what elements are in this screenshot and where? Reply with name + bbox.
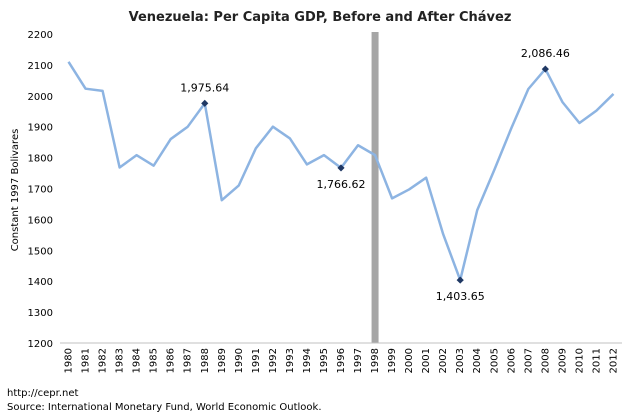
x-tick-label: 1996: [336, 348, 347, 373]
y-tick-label: 2200: [28, 30, 53, 41]
x-tick-label: 1980: [64, 348, 75, 373]
data-label: 1,975.64: [180, 81, 229, 94]
x-tick-label: 2000: [404, 348, 415, 373]
x-tick-label: 2006: [506, 348, 517, 373]
data-point-marker: [201, 99, 209, 107]
data-label: 1,403.65: [436, 290, 485, 303]
y-tick-label: 2000: [28, 92, 53, 103]
x-tick-label: 1993: [285, 348, 296, 373]
y-tick-label: 1300: [28, 308, 53, 319]
data-point-marker: [337, 164, 345, 172]
y-tick-label: 1200: [28, 339, 53, 350]
x-tick-label: 2003: [455, 348, 466, 373]
x-tick-label: 2007: [523, 348, 534, 373]
y-tick-label: 2100: [28, 61, 53, 72]
x-tick-label: 1997: [353, 348, 364, 373]
source-url: http://cepr.net: [7, 388, 79, 399]
x-tick-label: 1999: [387, 348, 398, 373]
x-tick-label: 2004: [472, 348, 483, 373]
data-label: 1,766.62: [317, 178, 366, 191]
source-citation: Source: International Monetary Fund, Wor…: [7, 402, 322, 413]
x-tick-label: 1995: [319, 348, 330, 373]
y-tick-label: 1400: [28, 277, 53, 288]
data-point-marker: [456, 276, 464, 284]
y-tick-label: 1800: [28, 154, 53, 165]
x-tick-label: 2009: [557, 348, 568, 373]
x-tick-label: 2001: [421, 348, 432, 373]
x-tick-label: 1983: [115, 348, 126, 373]
x-tick-label: 1988: [200, 348, 211, 373]
data-labels: 1,975.64 1,766.62 1,403.65 2,086.46: [180, 47, 570, 303]
x-tick-label: 2010: [574, 348, 585, 373]
data-point-marker: [541, 65, 549, 73]
x-tick-label: 1987: [183, 348, 194, 373]
x-tick-label: 1990: [234, 348, 245, 373]
y-tick-label: 1500: [28, 246, 53, 257]
x-tick-label: 1981: [81, 348, 92, 373]
data-label: 2,086.46: [521, 47, 570, 60]
x-tick-label: 1984: [132, 348, 143, 373]
x-tick-label: 2012: [608, 348, 619, 373]
y-tick-label: 1600: [28, 215, 53, 226]
y-axis-label: Constant 1997 Bolivares: [10, 129, 21, 252]
x-tick-label: 2008: [540, 348, 551, 373]
x-tick-label: 1982: [98, 348, 109, 373]
x-tick-label: 1989: [217, 348, 228, 373]
x-tick-label: 2002: [438, 348, 449, 373]
x-tick-label: 1998: [370, 348, 381, 373]
x-axis-ticks: 1980 1981 1982 1983 1984 1985 1986 1987 1988 1989…: [64, 348, 620, 373]
data-markers: [201, 65, 549, 284]
x-tick-label: 1994: [302, 348, 313, 373]
x-tick-label: 1986: [166, 348, 177, 373]
chart-title: Venezuela: Per Capita GDP, Before and Af…: [129, 10, 512, 25]
x-tick-label: 1991: [251, 348, 262, 373]
y-tick-label: 1900: [28, 123, 53, 134]
x-tick-label: 2011: [591, 348, 602, 373]
x-tick-label: 1992: [268, 348, 279, 373]
y-tick-label: 1700: [28, 185, 53, 196]
y-axis-ticks: 1200 1300 1400 1500 1600 1700 1800 1900 2000 2100…: [28, 30, 53, 350]
x-tick-label: 1985: [149, 348, 160, 373]
x-tick-label: 2005: [489, 348, 500, 373]
chavez-divider-bar: [371, 32, 379, 343]
